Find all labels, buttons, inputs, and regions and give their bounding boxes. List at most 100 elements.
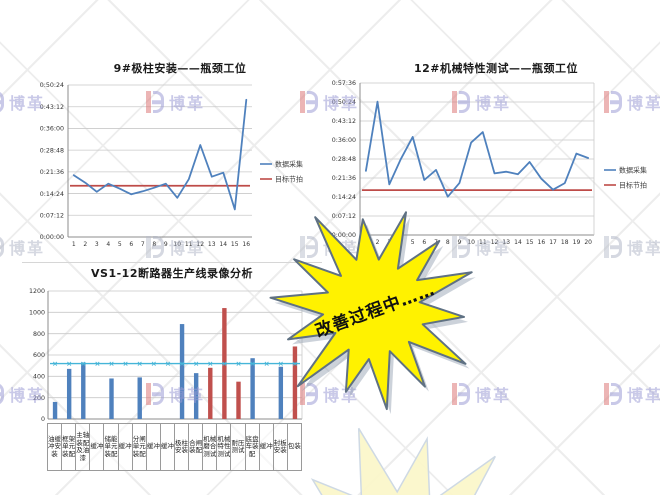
bar bbox=[208, 367, 213, 419]
reference-marker: × bbox=[292, 360, 298, 368]
x-axis-tick-label: 11 bbox=[479, 239, 487, 246]
y-axis-tick-label: 0:57:36 bbox=[332, 80, 356, 87]
reference-marker: × bbox=[207, 360, 213, 368]
x-axis-label-box: 分闸单元装配 bbox=[131, 423, 147, 471]
x-axis-tick-label: 15 bbox=[526, 239, 534, 246]
x-axis-label-box: 包装 bbox=[286, 423, 302, 471]
x-axis-tick-label: 6 bbox=[422, 239, 426, 246]
y-axis-tick-label: 600 bbox=[33, 352, 45, 359]
boge-b-icon bbox=[0, 236, 4, 258]
legend-label: 数据采集 bbox=[275, 160, 303, 169]
y-axis-tick-label: 0:14:24 bbox=[40, 191, 64, 198]
x-axis-tick-label: 3 bbox=[387, 239, 391, 246]
reference-marker: × bbox=[94, 360, 100, 368]
y-axis-tick-label: 0:43:12 bbox=[332, 118, 356, 125]
reference-marker: × bbox=[66, 360, 72, 368]
reference-marker: × bbox=[179, 360, 185, 368]
data-series-line bbox=[365, 100, 590, 198]
x-axis-tick-label: 1 bbox=[364, 239, 368, 246]
reference-marker: × bbox=[52, 360, 58, 368]
data-series-line bbox=[72, 98, 248, 211]
reference-marker: × bbox=[123, 360, 129, 368]
x-axis-tick-label: 6 bbox=[129, 241, 133, 248]
chart-title: 9#极柱安装——瓶颈工位 bbox=[113, 62, 247, 75]
x-axis-tick-label: 5 bbox=[411, 239, 415, 246]
x-axis-tick-label: 7 bbox=[141, 241, 145, 248]
x-axis-tick-label: 2 bbox=[376, 239, 380, 246]
x-axis-tick-label: 20 bbox=[584, 239, 592, 246]
x-axis-tick-label: 2 bbox=[83, 241, 87, 248]
y-axis-tick-label: 0 bbox=[41, 416, 45, 423]
x-axis-tick-label: 10 bbox=[173, 241, 181, 248]
y-axis-tick-label: 0:50:24 bbox=[40, 82, 64, 89]
x-axis-tick-label: 4 bbox=[399, 239, 403, 246]
bar bbox=[109, 378, 114, 419]
boge-b-icon bbox=[0, 91, 4, 113]
x-axis-tick-label: 5 bbox=[118, 241, 122, 248]
watermark-text: 博革 bbox=[627, 386, 660, 405]
x-axis-tick-label: 14 bbox=[514, 239, 522, 246]
reference-marker: × bbox=[264, 360, 270, 368]
line-chart-svg: 0:00:00 0:07:12 0:14:24 0:21:36 0:28:48 0:36:… bbox=[40, 82, 303, 248]
watermark-logo: 博革 bbox=[604, 382, 660, 406]
x-axis-tick-label: 12 bbox=[196, 241, 204, 248]
x-axis-tick-label: 10 bbox=[467, 239, 475, 246]
y-axis-tick-label: 0:36:00 bbox=[40, 126, 64, 133]
chart-title: 12#机械特性测试——瓶颈工位 bbox=[413, 62, 579, 75]
reference-marker: × bbox=[278, 360, 284, 368]
x-axis-label-box: 框架单元装配 bbox=[61, 423, 77, 471]
x-axis-tick-label: 3 bbox=[95, 241, 99, 248]
y-axis-tick-label: 0:28:48 bbox=[40, 147, 64, 154]
x-axis-tick-label: 9 bbox=[458, 239, 462, 246]
chart-mechanical-test: 12#机械特性测试——瓶颈工位 0:00:00 0:07:12 0:14:24 0:2… bbox=[332, 58, 660, 258]
y-axis-tick-label: 0:14:24 bbox=[332, 194, 356, 201]
x-axis-tick-label: 16 bbox=[242, 241, 250, 248]
bar bbox=[81, 362, 86, 419]
x-axis-tick-label: 18 bbox=[561, 239, 569, 246]
watermark-text: 博革 bbox=[475, 386, 512, 405]
x-axis-tick-label: 13 bbox=[502, 239, 510, 246]
x-axis-tick-label: 12 bbox=[491, 239, 499, 246]
y-axis-tick-label: 0:00:00 bbox=[332, 232, 356, 239]
x-axis-label-box: 缓冲 bbox=[89, 423, 105, 471]
y-axis-tick-label: 1200 bbox=[29, 288, 45, 295]
x-axis-label-box: 油缓冲安装 bbox=[47, 423, 63, 471]
x-axis-tick-label: 17 bbox=[549, 239, 557, 246]
x-axis-label-row: 油缓冲安装 框架单元装配 主轴装配及油漆 缓冲 储能单元装配 缓冲 分闸单元装配 缓冲 缓冲 极柱… bbox=[47, 423, 302, 471]
y-axis-tick-label: 0:07:12 bbox=[332, 213, 356, 220]
bar bbox=[66, 368, 72, 419]
x-axis-tick-label: 11 bbox=[185, 241, 193, 248]
reference-marker: × bbox=[137, 360, 143, 368]
reference-marker: × bbox=[236, 360, 242, 368]
x-axis-tick-label: 15 bbox=[231, 241, 239, 248]
chart-title: VS1-12断路器生产线录像分析 bbox=[91, 267, 253, 280]
bar bbox=[137, 377, 142, 419]
y-axis-tick-label: 0:00:00 bbox=[40, 234, 64, 241]
bar bbox=[292, 346, 298, 419]
x-axis-tick-label: 7 bbox=[434, 239, 438, 246]
bar bbox=[193, 373, 199, 419]
reference-marker: × bbox=[250, 360, 256, 368]
x-axis-label-box: 机械特性测试 bbox=[216, 423, 232, 471]
x-axis-label-box: 极柱安装 bbox=[173, 423, 190, 471]
y-axis-tick-label: 400 bbox=[33, 374, 45, 381]
bar bbox=[278, 366, 284, 419]
y-axis-tick-label: 200 bbox=[33, 395, 45, 402]
y-axis-tick-label: 0:43:12 bbox=[40, 104, 64, 111]
x-axis-label-box: 机械磨合测试 bbox=[202, 423, 218, 471]
y-axis-tick-label: 1000 bbox=[29, 310, 45, 317]
bar bbox=[250, 358, 255, 419]
y-axis-tick-label: 800 bbox=[33, 331, 45, 338]
x-axis-tick-label: 16 bbox=[538, 239, 546, 246]
y-axis-tick-label: 0:36:00 bbox=[332, 137, 356, 144]
y-axis-tick-label: 0:50:24 bbox=[332, 99, 356, 106]
x-axis-label-box: 耐压测试 bbox=[230, 423, 246, 471]
boge-b-icon bbox=[604, 383, 622, 405]
x-axis-tick-label: 14 bbox=[219, 241, 227, 248]
x-axis-tick-label: 8 bbox=[446, 239, 450, 246]
x-axis-tick-label: 1 bbox=[72, 241, 76, 248]
line-chart-svg: 0:00:00 0:07:12 0:14:24 0:21:36 0:28:48 0:36:… bbox=[332, 80, 647, 246]
y-axis-tick-label: 0:28:48 bbox=[332, 156, 356, 163]
reference-marker: × bbox=[221, 360, 227, 368]
x-axis-label-box: 缓冲 bbox=[145, 423, 161, 471]
